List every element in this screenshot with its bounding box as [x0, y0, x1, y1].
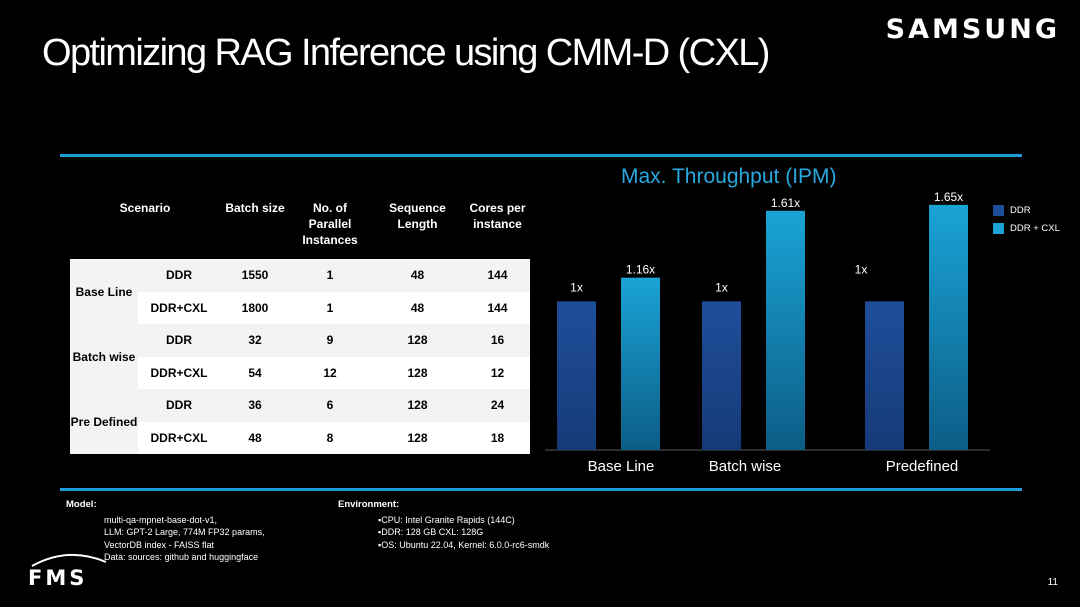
scenario-cell: Batch wise	[70, 324, 138, 389]
header-batch-size: Batch size	[225, 201, 285, 215]
bar-ddr-cxl	[621, 277, 660, 450]
bar-value-label: 1x	[715, 280, 728, 294]
fms-logo: FMS	[28, 566, 88, 590]
model-line: VectorDB index - FAISS flat	[104, 539, 215, 550]
cores-cell: 18	[465, 421, 531, 454]
model-line: LLM: GPT-2 Large, 774M FP32 params,	[104, 527, 265, 537]
bar-ddr-cxl	[766, 210, 805, 450]
legend-item: DDR + CXL	[993, 221, 1060, 235]
seq-cell: 48	[370, 291, 466, 324]
scenario-cell: Base Line	[70, 259, 138, 324]
environment-line: ▪OS: Ubuntu 22.04, Kernel: 6.0.0-rc6-smd…	[378, 539, 550, 550]
bar-ddr	[702, 301, 741, 450]
category-label: Predefined	[886, 458, 959, 475]
table-row: DDR+CXL 48 8 128 18	[70, 421, 531, 454]
legend-label-ddr-cxl: DDR + CXL	[1010, 222, 1060, 234]
scenario-cell: Pre Defined	[70, 389, 138, 454]
batch-cell: 48	[220, 421, 291, 454]
divider-top	[60, 154, 1022, 157]
batch-cell: 1800	[220, 291, 291, 324]
table-row: DDR+CXL 54 12 128 12	[70, 356, 531, 389]
bar-value-label: 1x	[570, 280, 583, 294]
slide-title: Optimizing RAG Inference using CMM-D (CX…	[42, 32, 770, 74]
batch-cell: 36	[220, 389, 291, 422]
memory-cell: DDR	[138, 259, 221, 292]
legend-swatch-ddr	[993, 204, 1004, 216]
instances-cell: 1	[290, 259, 371, 292]
table-row: Base Line DDR 1550 1 48 144	[70, 259, 531, 324]
memory-cell: DDR	[138, 324, 221, 357]
legend-label-ddr: DDR	[1010, 204, 1031, 216]
environment-line: ▪CPU: Intel Granite Rapids (144C)	[378, 514, 515, 525]
bar-ddr	[865, 301, 904, 450]
samsung-logo: SAMSUNG	[885, 14, 1060, 45]
chart-title: Max. Throughput (IPM)	[621, 165, 837, 188]
environment-line: ▪DDR: 128 GB CXL: 128G	[378, 527, 484, 537]
model-line: Data: sources: github and huggingface	[104, 552, 259, 562]
legend-item: DDR	[993, 203, 1060, 217]
batch-cell: 54	[220, 356, 291, 389]
header-sequence-length: Sequence Length	[389, 201, 446, 231]
cores-cell: 144	[465, 291, 531, 324]
page-number: 11	[1047, 577, 1058, 588]
seq-cell: 48	[370, 259, 466, 292]
instances-cell: 9	[290, 324, 371, 357]
memory-cell: DDR+CXL	[138, 421, 221, 454]
instances-cell: 6	[290, 389, 371, 422]
bar-ddr	[557, 301, 596, 450]
instances-cell: 1	[290, 291, 371, 324]
chart-legend: DDR DDR + CXL	[993, 203, 1060, 239]
memory-cell: DDR	[138, 389, 221, 422]
category-label: Batch wise	[709, 458, 782, 475]
config-table: Scenario Batch size No. of Parallel Inst…	[70, 195, 531, 454]
bar-value-label: 1.65x	[934, 190, 963, 204]
bar-value-label: 1x	[855, 262, 868, 276]
batch-cell: 32	[220, 324, 291, 357]
throughput-chart: 1x 1.16x Base Line 1x 1.61x Batch wise 1x 1.65x…	[545, 190, 990, 475]
table-row: Pre Defined DDR 36 6 128 24	[70, 389, 531, 454]
model-line: multi-qa-mpnet-base-dot-v1,	[104, 514, 218, 525]
seq-cell: 128	[370, 324, 466, 357]
header-cores-per-instance: Cores per instance	[469, 201, 526, 231]
divider-bottom	[60, 488, 1022, 491]
fms-arc-icon	[31, 553, 107, 567]
table-row: Batch wise DDR 32 9 128 16	[70, 324, 531, 389]
legend-swatch-ddr-cxl	[993, 222, 1004, 234]
category-label: Base Line	[588, 458, 655, 475]
seq-cell: 128	[370, 389, 466, 422]
seq-cell: 128	[370, 421, 466, 454]
header-scenario: Scenario	[119, 201, 171, 215]
table-row: DDR+CXL 1800 1 48 144	[70, 291, 531, 324]
batch-cell: 1550	[220, 259, 291, 292]
instances-cell: 8	[290, 421, 371, 454]
cores-cell: 24	[465, 389, 531, 422]
table-header-row: Scenario Batch size No. of Parallel Inst…	[70, 195, 530, 259]
seq-cell: 128	[370, 356, 466, 389]
model-notes: Model: multi-qa-mpnet-base-dot-v1, LLM: …	[66, 499, 265, 564]
cores-cell: 144	[465, 259, 531, 292]
bar-value-label: 1.16x	[626, 263, 655, 277]
instances-cell: 12	[290, 356, 371, 389]
cores-cell: 16	[465, 324, 531, 357]
model-heading: Model:	[66, 499, 97, 510]
environment-heading: Environment:	[338, 499, 400, 510]
cores-cell: 12	[465, 356, 531, 389]
bar-ddr-cxl	[929, 204, 968, 450]
memory-cell: DDR+CXL	[138, 356, 221, 389]
bar-value-label: 1.61x	[771, 196, 800, 210]
environment-notes: Environment: ▪CPU: Intel Granite Rapids …	[338, 499, 549, 551]
memory-cell: DDR+CXL	[138, 291, 221, 324]
header-parallel-instances: No. of Parallel Instances	[302, 201, 358, 247]
